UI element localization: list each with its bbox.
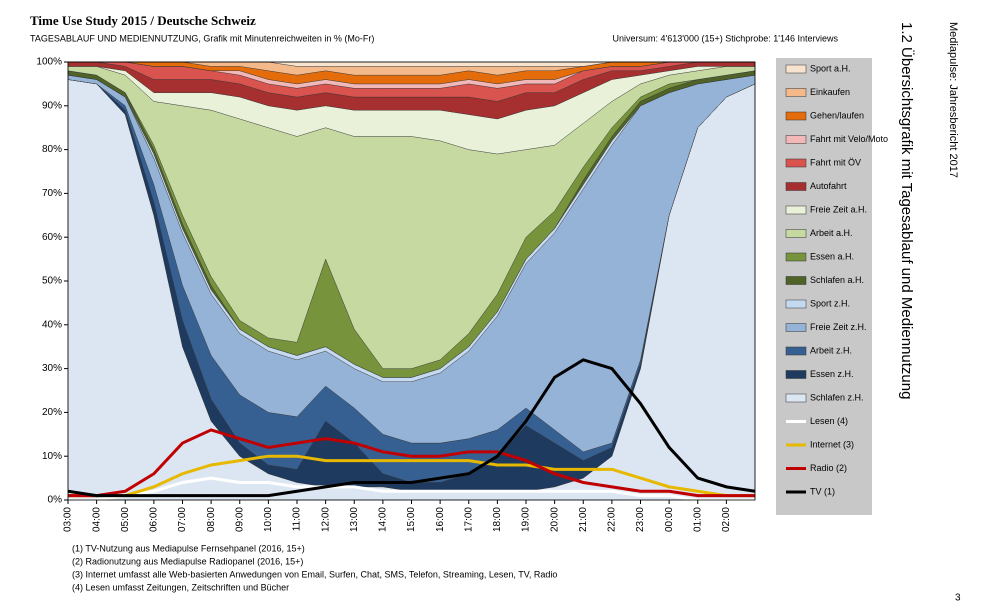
y-tick-label: 100% — [36, 57, 62, 68]
legend-label: Essen a.H. — [810, 251, 854, 261]
section-title: 1.2 Übersichtsgrafik mit Tagesablauf und… — [898, 22, 916, 399]
y-tick-label: 80% — [42, 144, 62, 155]
y-tick-label: 70% — [42, 188, 62, 199]
footnote: (4) Lesen umfasst Zeitungen, Zeitschrift… — [72, 582, 289, 592]
x-tick-label: 21:00 — [578, 507, 589, 532]
x-tick-label: 05:00 — [120, 507, 131, 532]
legend-label: Sport z.H. — [810, 298, 850, 308]
legend-label: Einkaufen — [810, 87, 850, 97]
legend-box — [776, 58, 872, 515]
footnote: (3) Internet umfasst alle Web-basierten … — [72, 569, 557, 579]
chart-title: Time Use Study 2015 / Deutsche Schweiz — [30, 13, 256, 28]
legend-label: Gehen/laufen — [810, 110, 864, 120]
legend-swatch — [785, 158, 807, 168]
x-tick-label: 09:00 — [234, 507, 245, 532]
report-name: Mediapulse: Jahresbericht 2017 — [947, 22, 959, 178]
legend-label: Freie Zeit z.H. — [810, 322, 867, 332]
x-tick-label: 23:00 — [635, 507, 646, 532]
x-tick-label: 03:00 — [63, 507, 74, 532]
line — [68, 454, 755, 498]
x-tick-label: 00:00 — [664, 507, 675, 532]
x-tick-label: 18:00 — [492, 507, 503, 532]
x-tick-label: 17:00 — [463, 507, 474, 532]
legend-label: Freie Zeit a.H. — [810, 204, 867, 214]
legend-label: Radio (2) — [810, 463, 847, 473]
legend-swatch — [785, 252, 807, 262]
x-tick-label: 14:00 — [378, 507, 389, 532]
y-tick-label: 60% — [42, 232, 62, 243]
x-tick-label: 20:00 — [549, 507, 560, 532]
legend-label: Arbeit z.H. — [810, 345, 852, 355]
legend-swatch — [785, 229, 807, 238]
legend-label: Lesen (4) — [810, 416, 848, 426]
legend-swatch — [785, 88, 807, 97]
chart-subtitle: TAGESABLAUF UND MEDIENNUTZUNG, Grafik mi… — [30, 33, 374, 43]
y-tick-label: 0% — [48, 495, 63, 506]
line — [67, 358, 756, 498]
line — [68, 428, 755, 498]
x-tick-label: 22:00 — [607, 507, 618, 532]
legend-label: Schlafen z.H. — [810, 392, 864, 402]
footnote: (1) TV-Nutzung aus Mediapulse Fernsehpan… — [72, 543, 305, 553]
x-tick-label: 19:00 — [521, 507, 532, 532]
y-tick-label: 10% — [42, 451, 62, 462]
legend-swatch — [785, 135, 807, 144]
legend-label: Essen z.H. — [810, 369, 854, 379]
footnote: (2) Radionutzung aus Mediapulse Radiopan… — [72, 556, 303, 566]
legend-swatch — [785, 370, 807, 379]
legend-swatch — [785, 64, 807, 74]
x-tick-label: 11:00 — [292, 507, 303, 532]
chart-note: Universum: 4'613'000 (15+) Stichprobe: 1… — [612, 33, 838, 43]
x-tick-label: 12:00 — [320, 507, 331, 532]
x-tick-label: 08:00 — [206, 507, 217, 532]
legend-label: Fahrt mit ÖV — [810, 157, 861, 167]
x-tick-label: 13:00 — [349, 507, 360, 532]
legend-swatch — [785, 393, 807, 403]
y-tick-label: 50% — [42, 276, 62, 287]
x-tick-label: 04:00 — [91, 507, 102, 532]
legend-label: Sport a.H. — [810, 63, 851, 73]
x-tick-label: 02:00 — [721, 507, 732, 532]
page-number: 3 — [955, 593, 961, 604]
legend-swatch — [785, 276, 807, 285]
x-tick-label: 16:00 — [435, 507, 446, 532]
y-tick-label: 30% — [42, 363, 62, 374]
legend-swatch — [785, 111, 807, 121]
legend-label: Fahrt mit Velo/Moto — [810, 134, 888, 144]
legend-label: Internet (3) — [810, 439, 854, 449]
legend-swatch — [785, 299, 807, 309]
x-tick-label: 07:00 — [177, 507, 188, 532]
x-tick-label: 06:00 — [149, 507, 160, 532]
y-tick-label: 40% — [42, 319, 62, 330]
legend-label: Arbeit a.H. — [810, 228, 853, 238]
legend-swatch — [785, 182, 807, 191]
legend-label: Schlafen a.H. — [810, 275, 864, 285]
legend-swatch — [785, 323, 807, 332]
legend-swatch — [785, 205, 807, 215]
legend-label: TV (1) — [810, 486, 835, 496]
legend-swatch — [785, 346, 807, 356]
x-tick-label: 15:00 — [406, 507, 417, 532]
x-tick-label: 10:00 — [263, 507, 274, 532]
y-tick-label: 20% — [42, 407, 62, 418]
line — [68, 476, 755, 502]
legend-label: Autofahrt — [810, 181, 847, 191]
x-tick-label: 01:00 — [692, 507, 703, 532]
y-tick-label: 90% — [42, 100, 62, 111]
